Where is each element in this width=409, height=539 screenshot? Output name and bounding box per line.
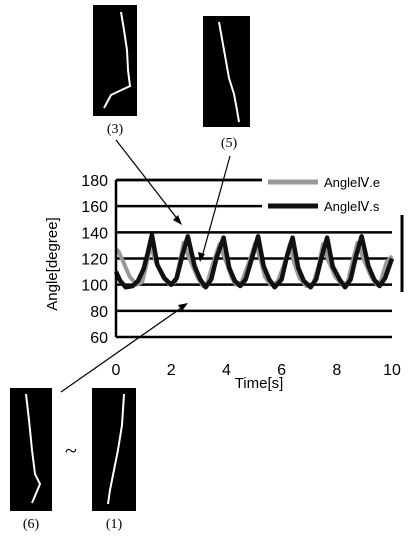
axes <box>114 180 404 339</box>
x-tick-label-10: 10 <box>383 362 401 379</box>
y-tick-label-180: 180 <box>81 173 108 190</box>
series-layer <box>113 232 395 290</box>
legend: AngleⅣ.e AngleⅣ.s <box>116 170 408 214</box>
thumbnail-label-3: (3) <box>107 122 124 137</box>
y-tick-label-80: 80 <box>90 304 108 321</box>
y-tick-label-160: 160 <box>81 199 108 216</box>
tick-labels: 60 80 100 120 140 160 180 0 2 4 6 8 10 <box>81 173 401 379</box>
thumbnail-label-5: (5) <box>221 136 238 151</box>
x-tick-label-8: 8 <box>332 362 341 379</box>
x-tick-label-4: 4 <box>222 362 231 379</box>
x-tick-label-6: 6 <box>277 362 286 379</box>
y-tick-label-100: 100 <box>81 278 108 295</box>
x-tick-label-0: 0 <box>112 362 121 379</box>
thumbnail-label-1: (1) <box>106 517 123 532</box>
thumbnail-label-6: (6) <box>23 517 40 532</box>
legend-label-s: AngleⅣ.s <box>324 199 380 214</box>
arrow-3 <box>115 139 180 222</box>
tilde-symbol: ~ <box>65 438 77 463</box>
y-tick-label-60: 60 <box>90 330 108 347</box>
y-tick-label-140: 140 <box>81 225 108 242</box>
arrow-6-1 <box>60 305 185 393</box>
thumbnail-3 <box>93 5 137 116</box>
x-axis-title: Time[s] <box>235 375 284 392</box>
y-axis-title: Angle[degree] <box>44 217 61 310</box>
legend-label-e: AngleⅣ.e <box>324 175 380 190</box>
thumbnail-5 <box>203 16 250 127</box>
y-tick-label-120: 120 <box>81 252 108 269</box>
thumbnail-6 <box>10 388 52 511</box>
series-line-s <box>113 232 395 290</box>
x-tick-label-2: 2 <box>167 362 176 379</box>
thumbnail-1 <box>92 388 136 511</box>
callout-arrows <box>60 139 231 393</box>
arrow-5 <box>201 155 231 258</box>
